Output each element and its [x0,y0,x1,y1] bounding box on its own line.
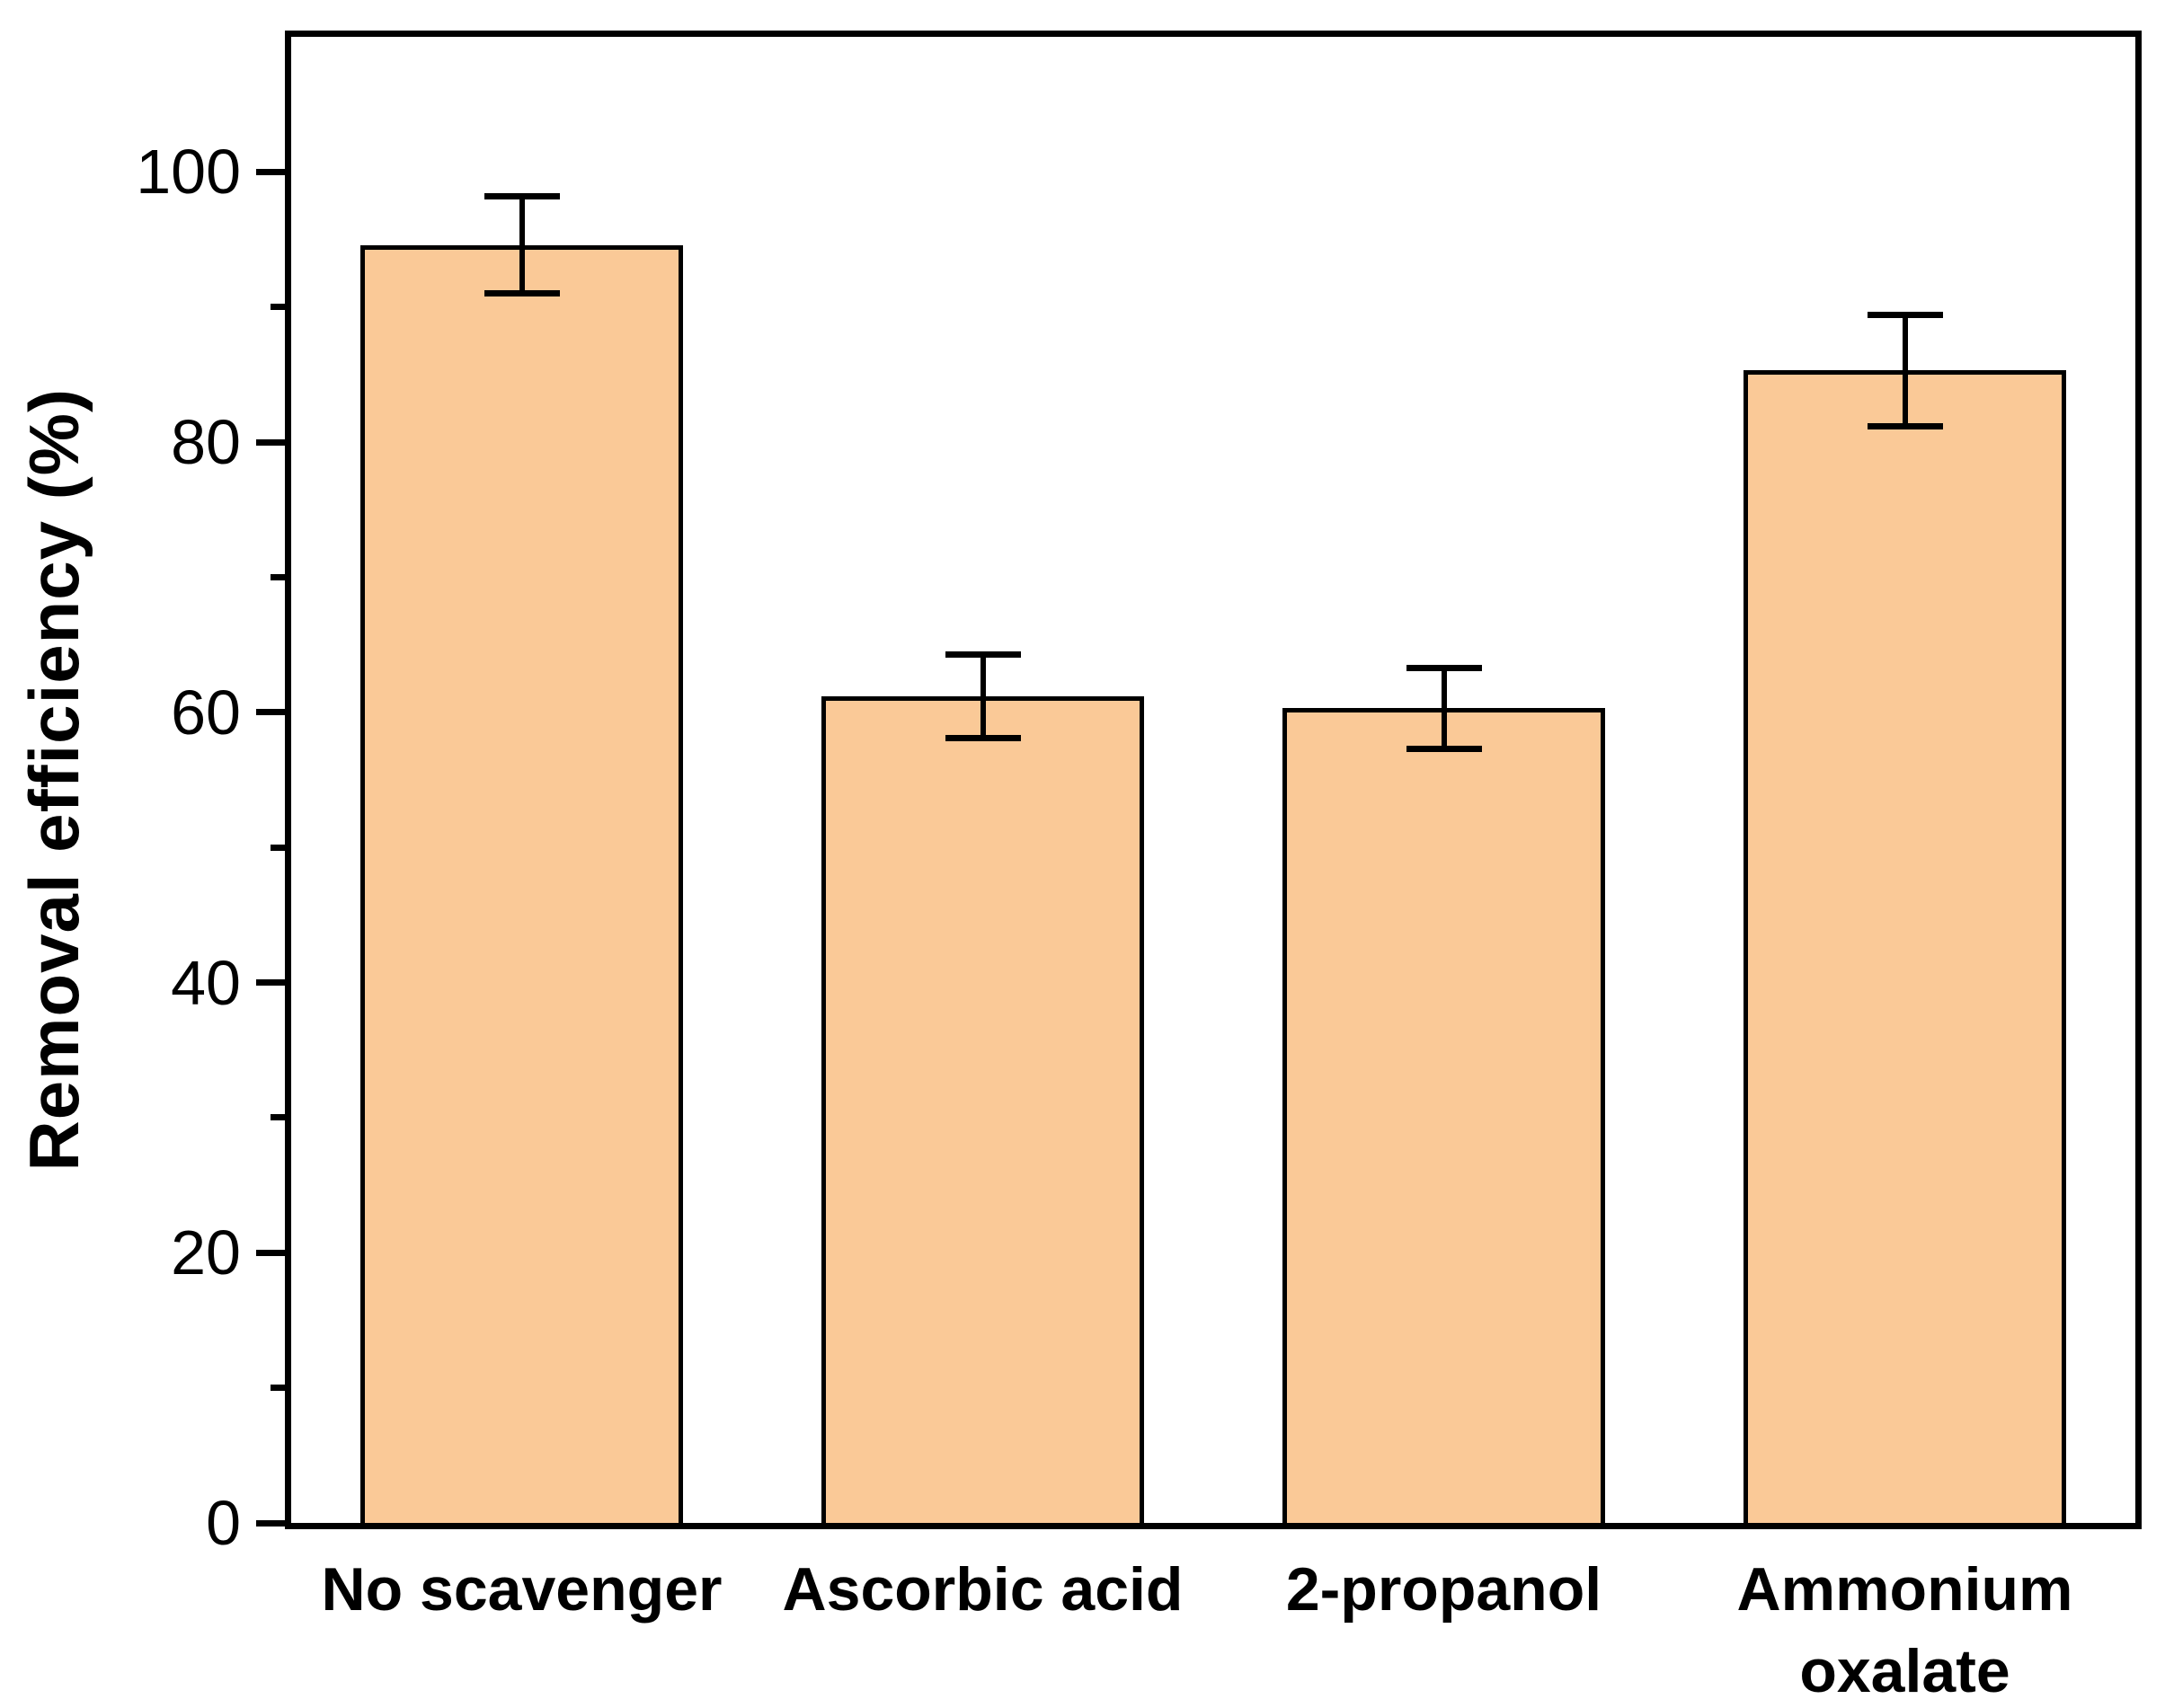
error-bar-top-cap [945,650,1021,658]
y-major-tick [256,438,285,446]
y-major-tick [256,709,285,716]
y-tick-label: 40 [171,947,241,1018]
error-bar-line [519,196,525,294]
y-axis-title-text: Removal efficiency (%) [13,388,93,1172]
y-tick-label: 0 [206,1488,241,1558]
x-category-label: 2-propanol [1285,1555,1602,1624]
error-bar-bottom-cap [1406,745,1482,752]
bar [360,244,683,1523]
y-major-tick [256,979,285,987]
y-axis-title: Removal efficiency (%) [7,31,101,1529]
y-major-tick [256,1519,285,1527]
error-bar-bottom-cap [1867,422,1943,429]
y-major-tick [256,1249,285,1256]
y-minor-tick [271,1385,285,1392]
error-bar-line [1441,668,1447,749]
error-bar-top-cap [1406,664,1482,671]
y-tick-label: 80 [171,407,241,478]
error-bar-line [980,654,986,739]
bar [1744,370,2066,1523]
y-minor-tick [271,573,285,580]
y-minor-tick [271,304,285,311]
x-category-label: Ascorbic acid [782,1555,1184,1624]
y-tick-label: 20 [171,1217,241,1288]
error-bar-top-cap [484,192,560,199]
error-bar-bottom-cap [484,290,560,297]
bar [821,695,1144,1523]
x-category-label: Ammonium oxalate [1736,1555,2073,1706]
error-bar-top-cap [1867,312,1943,319]
error-bar-bottom-cap [945,734,1021,741]
y-tick-label: 100 [136,137,241,208]
x-category-label: No scavenger [321,1555,723,1624]
y-major-tick [256,168,285,175]
error-bar-line [1902,314,1908,427]
y-minor-tick [271,844,285,851]
y-minor-tick [271,1114,285,1121]
bar [1282,708,1605,1523]
y-tick-label: 60 [171,677,241,748]
